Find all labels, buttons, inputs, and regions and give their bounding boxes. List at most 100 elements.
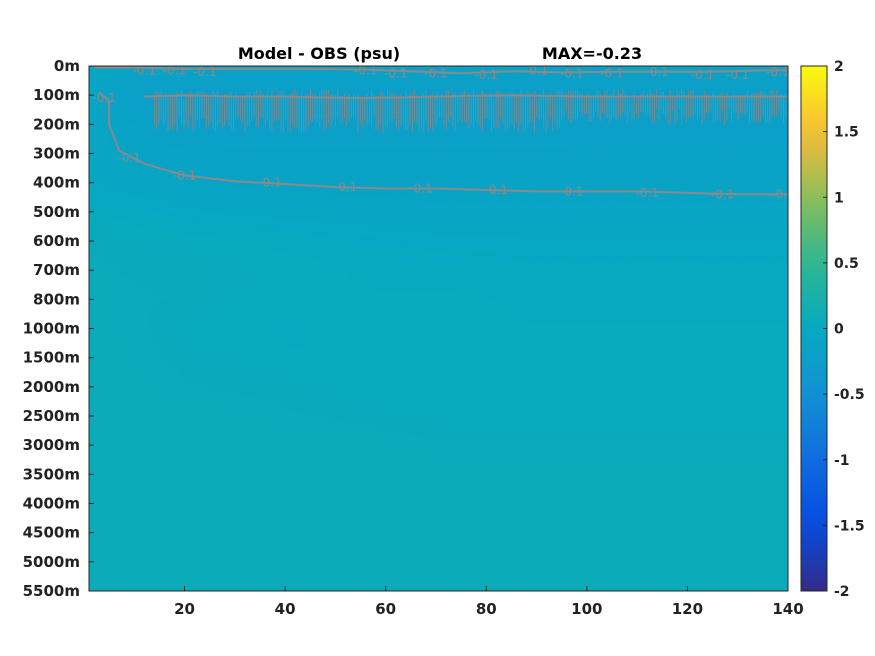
heat-cell: [668, 90, 679, 96]
heat-cell: [648, 221, 659, 228]
heat-cell: [348, 318, 360, 325]
heat-cell: [758, 362, 769, 368]
heat-cell: [568, 313, 579, 320]
heat-cell: [618, 206, 629, 213]
heat-cell: [588, 289, 599, 296]
heat-cell: [608, 299, 619, 305]
heat-cell: [308, 134, 320, 140]
heat-cell: [678, 75, 689, 82]
heat-cell: [758, 289, 769, 296]
heat-cell: [438, 304, 450, 310]
heat-cell: [508, 299, 519, 305]
heat-cell: [428, 143, 440, 150]
heat-cell: [108, 381, 120, 388]
heat-cell: [738, 177, 749, 184]
heat-cell: [498, 265, 509, 271]
heat-cell: [478, 129, 490, 135]
heat-cell: [498, 192, 509, 198]
heat-cell: [238, 90, 250, 96]
heat-cell: [378, 158, 390, 164]
max-annotation: MAX=-0.23: [542, 44, 642, 63]
heat-cell: [768, 401, 779, 407]
heat-cell: [608, 275, 619, 281]
heat-cell: [728, 338, 739, 344]
heat-cell: [628, 216, 639, 223]
heat-cell: [528, 187, 539, 193]
heat-cell: [438, 80, 450, 87]
heat-cell: [498, 270, 509, 276]
heat-cell: [578, 80, 589, 87]
heat-cell: [118, 153, 130, 159]
heat-cell: [718, 255, 729, 262]
heat-cell: [528, 168, 539, 174]
heat-cell: [518, 284, 529, 291]
heat-cell: [98, 109, 110, 116]
heat-cell: [678, 138, 689, 145]
heat-cell: [448, 279, 460, 286]
heat-cell: [398, 211, 410, 218]
heat-cell: [508, 206, 519, 213]
heat-cell: [158, 109, 170, 116]
heat-cell: [308, 289, 320, 296]
heat-cell: [368, 294, 380, 300]
heat-cell: [728, 391, 739, 398]
heat-cell: [558, 294, 569, 300]
heat-cell: [378, 85, 390, 91]
heat-cell: [328, 143, 340, 150]
heat-cell: [89, 391, 100, 398]
heat-cell: [89, 124, 100, 130]
heat-cell: [118, 197, 130, 203]
heat-cell: [198, 226, 210, 232]
heat-cell: [658, 236, 669, 242]
heat-cell: [768, 119, 779, 125]
heat-cell: [188, 343, 200, 349]
heat-cell: [768, 367, 779, 373]
heat-cell: [118, 250, 130, 257]
heat-cell: [388, 406, 400, 412]
heat-cell: [728, 75, 739, 82]
heat-cell: [418, 90, 430, 96]
heat-cell: [398, 104, 410, 111]
heat-cell: [228, 148, 240, 155]
heat-cell: [758, 299, 769, 305]
heat-cell: [578, 197, 589, 203]
heat-cell: [628, 158, 639, 164]
heat-cell: [638, 333, 649, 339]
heat-cell: [318, 177, 330, 184]
heat-cell: [628, 299, 639, 305]
heat-cell: [158, 304, 170, 310]
heat-cell: [568, 100, 579, 106]
heat-cell: [508, 367, 519, 373]
heat-cell: [98, 231, 110, 237]
heat-cell: [278, 197, 290, 203]
heat-cell: [398, 309, 410, 315]
heat-cell: [168, 275, 180, 281]
heat-cell: [568, 75, 579, 82]
heat-cell: [468, 163, 480, 169]
heat-cell: [478, 197, 490, 203]
heat-cell: [498, 396, 509, 403]
heat-cell: [358, 158, 370, 164]
heat-cell: [558, 352, 569, 359]
heat-cell: [178, 270, 190, 276]
heat-cell: [328, 236, 340, 242]
heat-cell: [698, 216, 709, 223]
heat-cell: [158, 114, 170, 121]
heat-cell: [548, 391, 559, 398]
heat-cell: [458, 143, 470, 150]
heat-cell: [288, 241, 300, 247]
heat-cell: [738, 304, 749, 310]
heat-cell: [708, 406, 719, 412]
heat-cell: [668, 143, 679, 150]
heat-cell: [178, 75, 190, 82]
heat-cell: [438, 255, 450, 262]
heat-cell: [358, 241, 370, 247]
heat-cell: [608, 216, 619, 223]
heat-cell: [308, 245, 320, 252]
heat-cell: [148, 172, 160, 179]
heat-cell: [178, 250, 190, 257]
heat-cell: [558, 197, 569, 203]
heat-cell: [718, 323, 729, 330]
heat-cell: [278, 343, 290, 349]
heat-cell: [318, 338, 330, 344]
